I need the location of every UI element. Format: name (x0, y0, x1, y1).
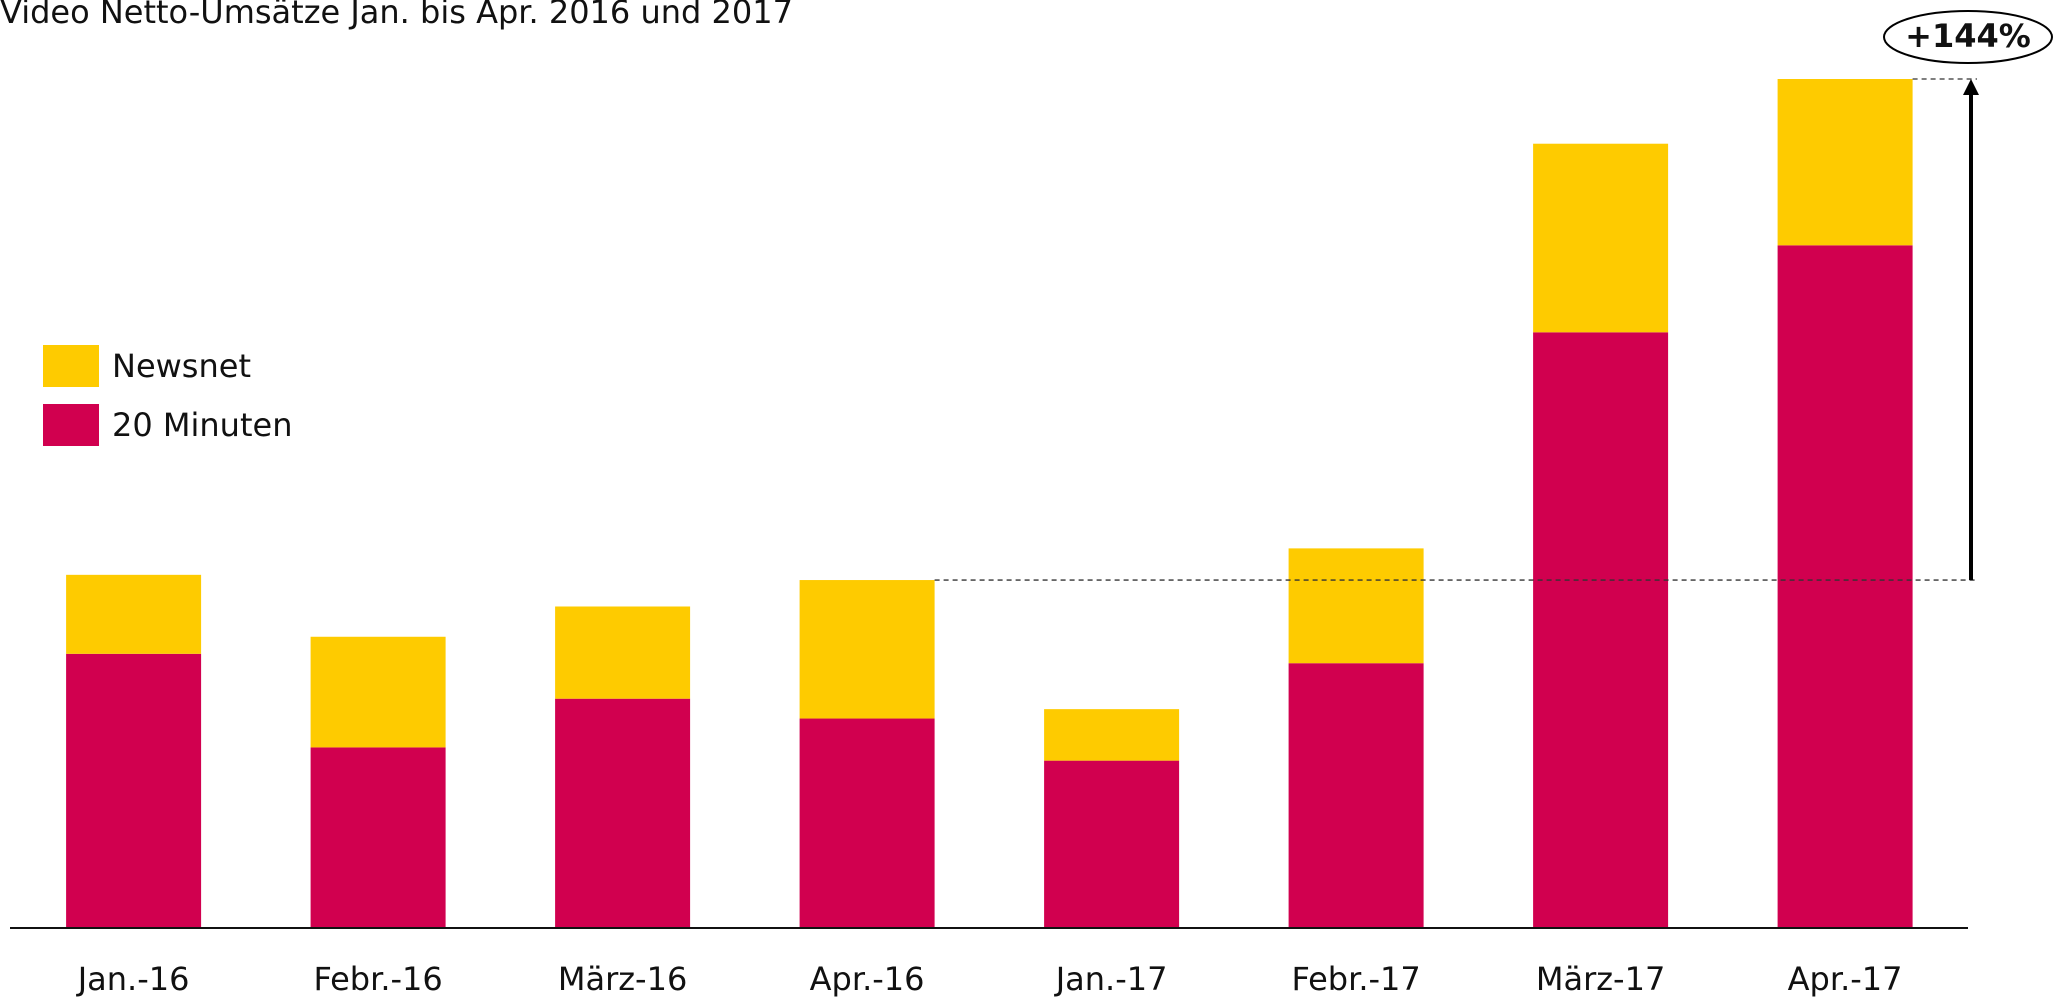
bar-segment (66, 653, 202, 928)
x-tick-label: Jan.-16 (76, 960, 190, 998)
x-tick-label: März-16 (558, 960, 687, 998)
x-tick-label: Jan.-17 (1054, 960, 1168, 998)
bar-segment (799, 580, 935, 719)
bar-segment (555, 606, 691, 699)
annotation: +144% (1905, 17, 2031, 55)
chart-title: Video Netto-Umsätze Jan. bis Apr. 2016 u… (0, 0, 793, 31)
bar-segment (1044, 760, 1180, 928)
x-tick-label: Febr.-16 (313, 960, 442, 998)
bar-segment (799, 718, 935, 928)
bar-segment (310, 636, 446, 748)
x-tick-label: März-17 (1536, 960, 1665, 998)
bar-segment (1777, 245, 1913, 928)
legend-label: Newsnet (112, 347, 251, 385)
bar-segment (555, 698, 691, 928)
legend-swatch (43, 345, 99, 387)
x-tick-label: Febr.-17 (1291, 960, 1420, 998)
x-tick-label: Apr.-17 (1788, 960, 1903, 998)
bar-segment (1044, 709, 1180, 761)
bar-segment (310, 747, 446, 928)
legend-swatch (43, 404, 99, 446)
annotation-bubble (1883, 10, 2053, 64)
x-tick-label: Apr.-16 (810, 960, 925, 998)
legend-label: 20 Minuten (112, 406, 292, 444)
bar-segment (1533, 143, 1669, 333)
bar-segment (1533, 332, 1669, 928)
bar-segment (1777, 79, 1913, 246)
bar-segment (66, 574, 202, 654)
bar-segment (1288, 663, 1424, 928)
bar-segment (1288, 548, 1424, 664)
arrow-head (1963, 79, 1979, 95)
